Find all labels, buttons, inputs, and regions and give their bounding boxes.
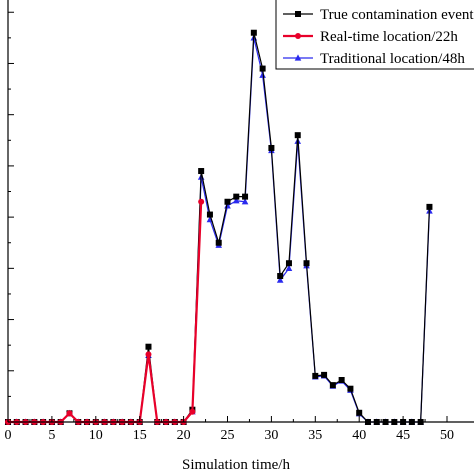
legend: True contamination event Real-time locati… [275, 0, 474, 70]
y-ticks [8, 11, 14, 423]
legend-label: True contamination event [320, 7, 474, 23]
data-point [259, 65, 266, 72]
legend-items: True contamination event Real-time locati… [283, 7, 474, 67]
data-point [250, 29, 257, 36]
data-point [276, 276, 284, 283]
data-point [329, 382, 336, 389]
x-tick-label: 20 [177, 428, 191, 443]
data-point [285, 260, 292, 267]
legend-swatch-marker [295, 33, 301, 39]
data-point [232, 197, 240, 204]
x-axis-title: Simulation time/h [182, 457, 290, 473]
series-line [8, 201, 203, 424]
data-point [338, 377, 345, 383]
data-point [145, 351, 152, 358]
data-point [206, 211, 213, 218]
legend-label: Real-time location/22h [320, 29, 458, 45]
data-point [189, 408, 196, 415]
data-point [285, 264, 293, 271]
legend-item: True contamination event [283, 7, 474, 23]
series-line [8, 37, 431, 423]
data-point [66, 410, 73, 417]
axis-layer [7, 0, 474, 423]
data-point [224, 198, 231, 205]
data-point [312, 372, 319, 379]
data-point [347, 385, 354, 392]
x-tick-label: 35 [308, 428, 322, 443]
data-point [233, 193, 240, 200]
legend-item: Traditional location/48h [283, 51, 465, 67]
x-tick-label: 5 [48, 428, 55, 443]
x-tick-label: 30 [264, 428, 278, 443]
data-point [268, 144, 275, 151]
data-point [145, 343, 152, 350]
x-tick-label: 45 [396, 428, 410, 443]
data-point [303, 260, 310, 267]
legend-swatch-marker [295, 11, 301, 17]
data-point [215, 239, 222, 246]
data-point [259, 71, 266, 78]
series-2 [4, 34, 433, 425]
data-point [277, 273, 284, 280]
x-tick-label: 10 [89, 428, 103, 443]
data-point [356, 409, 363, 416]
data-point [242, 193, 249, 200]
data-point [294, 132, 301, 139]
data-point [426, 203, 433, 210]
data-point [198, 168, 205, 175]
series-0 [5, 29, 433, 425]
series-layer [4, 29, 433, 425]
x-tick-label: 25 [221, 428, 235, 443]
series-line [8, 32, 431, 423]
data-point [241, 198, 249, 205]
legend-item: Real-time location/22h [283, 29, 458, 45]
series-1 [5, 198, 205, 425]
data-point [321, 371, 328, 378]
legend-swatch-marker [294, 54, 302, 61]
x-tick-label: 40 [352, 428, 366, 443]
data-point [198, 198, 205, 205]
x-tick-label: 15 [133, 428, 147, 443]
legend-label: Traditional location/48h [320, 51, 465, 67]
x-tick-label: 0 [5, 428, 12, 443]
x-tick-label: 50 [440, 428, 454, 443]
x-ticks: 0 5 10 15 20 25 30 35 40 45 50 [5, 416, 454, 443]
